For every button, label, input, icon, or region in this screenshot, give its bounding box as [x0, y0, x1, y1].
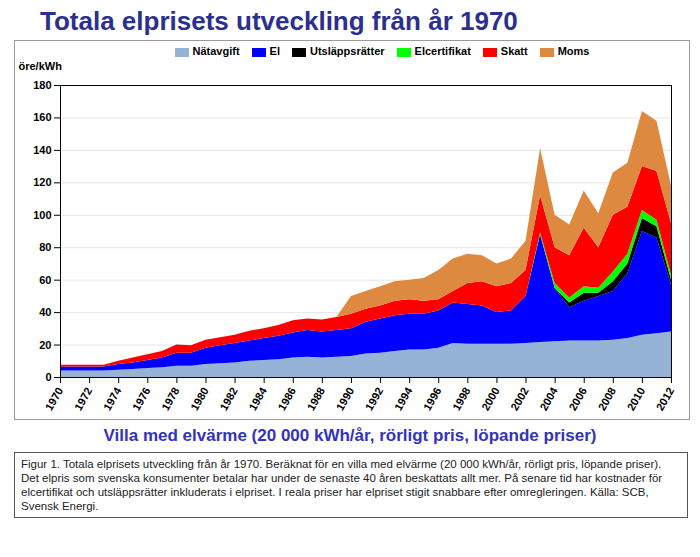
- svg-text:1976: 1976: [130, 385, 153, 412]
- html-text:Nätavgift: Nätavgift: [192, 45, 240, 57]
- svg-text:1972: 1972: [72, 385, 95, 412]
- html-text:Totala elprisets utveckling fr: Totala elprisets utveckling från år 1970: [40, 6, 518, 36]
- svg-text:2002: 2002: [508, 385, 531, 412]
- svg-text:1996: 1996: [421, 385, 444, 412]
- svg-text:1998: 1998: [450, 385, 473, 412]
- html-text:Villa med elvärme (20 000 kWh/: Villa med elvärme (20 000 kWh/år, rörlig…: [103, 426, 597, 445]
- svg-text:2006: 2006: [566, 385, 589, 412]
- svg-text:1992: 1992: [363, 385, 386, 412]
- svg-text:120: 120: [33, 176, 51, 188]
- svg-text:160: 160: [33, 111, 51, 123]
- svg-text:1994: 1994: [392, 385, 415, 413]
- svg-text:1984: 1984: [246, 385, 269, 413]
- html-text:Elcertifikat: Elcertifikat: [414, 45, 471, 57]
- svg-text:1980: 1980: [188, 385, 211, 412]
- svg-text:140: 140: [33, 144, 51, 156]
- html-text:Moms: Moms: [557, 45, 590, 57]
- svg-text:40: 40: [39, 306, 51, 318]
- svg-text:20: 20: [39, 339, 51, 351]
- svg-text:100: 100: [33, 209, 51, 221]
- svg-text:2012: 2012: [654, 385, 677, 412]
- svg-text:180: 180: [33, 79, 51, 91]
- svg-text:0: 0: [45, 371, 51, 383]
- svg-text:1986: 1986: [275, 385, 298, 412]
- svg-text:1990: 1990: [334, 385, 357, 412]
- svg-text:1988: 1988: [305, 385, 328, 412]
- svg-text:1974: 1974: [101, 385, 124, 413]
- html-text:Figur 1. Totala elprisets utve: Figur 1. Totala elprisets utveckling frå…: [21, 458, 663, 512]
- html-text:Utsläppsrätter: Utsläppsrätter: [310, 45, 385, 57]
- svg-text:1978: 1978: [159, 385, 182, 412]
- svg-text:2000: 2000: [479, 385, 502, 412]
- html-text:Skatt: Skatt: [500, 45, 528, 57]
- svg-text:2004: 2004: [537, 385, 560, 413]
- svg-text:80: 80: [39, 241, 51, 253]
- svg-text:1970: 1970: [43, 385, 66, 412]
- svg-text:2010: 2010: [625, 385, 648, 412]
- svg-text:60: 60: [39, 274, 51, 286]
- svg-text:öre/kWh: öre/kWh: [19, 60, 63, 72]
- svg-text:1982: 1982: [217, 385, 240, 412]
- html-text:El: El: [269, 45, 280, 57]
- svg-text:2008: 2008: [595, 385, 618, 412]
